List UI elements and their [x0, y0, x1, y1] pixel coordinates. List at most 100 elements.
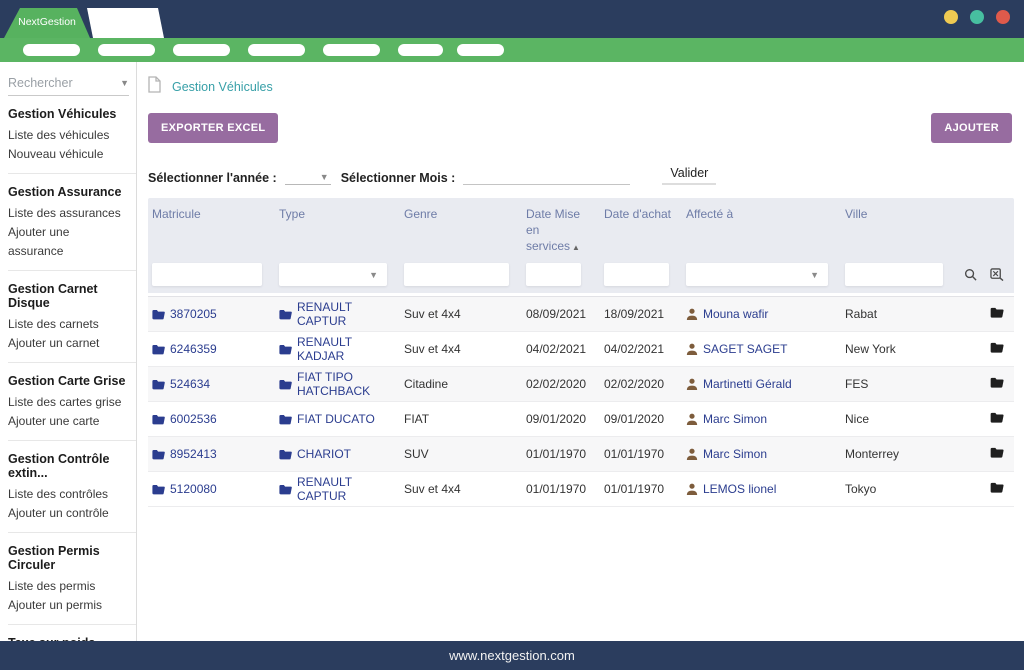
- sidebar-item[interactable]: Liste des cartes grise: [8, 395, 122, 409]
- clear-search-icon[interactable]: [990, 268, 1004, 281]
- minimize-dot-icon[interactable]: [944, 10, 958, 24]
- filter-type-select[interactable]: [279, 263, 387, 286]
- nav-placeholder-item[interactable]: [173, 44, 230, 56]
- table-header: Matricule Type Genre Date Mise en servic…: [148, 198, 1014, 293]
- footer-url[interactable]: www.nextgestion.com: [449, 648, 575, 663]
- ville-cell: FES: [845, 377, 869, 391]
- validate-button[interactable]: Valider: [662, 164, 717, 185]
- vehicle-type-link[interactable]: RENAULT CAPTUR: [297, 300, 352, 328]
- folder-icon: [279, 414, 292, 425]
- col-header-matricule[interactable]: Matricule: [152, 207, 201, 221]
- user-icon: [686, 483, 698, 495]
- search-placeholder: Rechercher: [8, 76, 73, 90]
- date-mise-cell: 01/01/1970: [526, 482, 587, 496]
- genre-cell: FIAT: [404, 412, 430, 426]
- matricule-link[interactable]: 8952413: [170, 447, 217, 461]
- assignee-link[interactable]: SAGET SAGET: [703, 342, 788, 356]
- year-select[interactable]: ▼: [284, 168, 331, 185]
- close-dot-icon[interactable]: [996, 10, 1010, 24]
- sidebar-section: Gestion Carte Grise Liste des cartes gri…: [8, 363, 136, 441]
- filter-matricule-input[interactable]: [152, 263, 262, 286]
- col-header-ville[interactable]: Ville: [845, 207, 868, 221]
- sidebar-section: Gestion Véhicules Liste des véhicules Nou…: [8, 96, 136, 174]
- vehicle-type-link[interactable]: RENAULT KADJAR: [297, 335, 352, 363]
- nav-placeholder-item[interactable]: [457, 44, 504, 56]
- vehicle-type-link[interactable]: RENAULT CAPTUR: [297, 475, 352, 503]
- matricule-link[interactable]: 6246359: [170, 342, 217, 356]
- sort-asc-icon: ▲: [572, 243, 580, 252]
- sidebar-section-title: Gestion Permis Circuler: [8, 544, 100, 572]
- matricule-link[interactable]: 6002536: [170, 412, 217, 426]
- assignee-link[interactable]: Marc Simon: [703, 412, 768, 426]
- filter-date-mise-input[interactable]: [526, 263, 581, 286]
- main-content: Gestion Véhicules EXPORTER EXCEL AJOUTER…: [137, 62, 1024, 641]
- sidebar-item[interactable]: Liste des permis: [8, 579, 96, 593]
- ville-cell: New York: [845, 342, 896, 356]
- folder-icon: [279, 449, 292, 460]
- export-excel-button[interactable]: EXPORTER EXCEL: [148, 113, 279, 143]
- filter-ville-input[interactable]: [845, 263, 943, 286]
- footer-bar: www.nextgestion.com: [0, 641, 1024, 670]
- open-folder-action-icon[interactable]: [990, 377, 1004, 391]
- sidebar-item[interactable]: Ajouter une carte: [8, 414, 100, 428]
- vehicle-type-link[interactable]: CHARIOT: [297, 447, 351, 461]
- sidebar-search-select[interactable]: Rechercher ▼: [8, 76, 129, 96]
- sidebar-item[interactable]: Nouveau véhicule: [8, 147, 104, 161]
- col-header-affecte[interactable]: Affecté à: [686, 207, 734, 221]
- filter-affecte-select[interactable]: [686, 263, 828, 286]
- nav-placeholder-item[interactable]: [98, 44, 155, 56]
- page-file-icon: [148, 76, 161, 98]
- brand-label: NextGestion: [18, 15, 76, 28]
- table-row: 3870205 RENAULT CAPTUR Suv et 4x4 08/09/…: [148, 297, 1014, 332]
- sidebar-item[interactable]: Ajouter un contrôle: [8, 506, 109, 520]
- assignee-link[interactable]: Mouna wafir: [703, 307, 769, 321]
- sidebar-section-title: Gestion Carnet Disque: [8, 282, 98, 310]
- sidebar-section: Gestion Contrôle extin... Liste des cont…: [8, 441, 136, 533]
- breadcrumb: Gestion Véhicules: [148, 76, 1024, 98]
- nav-placeholder-item[interactable]: [23, 44, 80, 56]
- brand-tab[interactable]: NextGestion: [4, 8, 90, 38]
- matricule-link[interactable]: 524634: [170, 377, 211, 391]
- sidebar-item[interactable]: Liste des carnets: [8, 317, 99, 331]
- nav-placeholder-item[interactable]: [248, 44, 305, 56]
- sidebar-section-title: Gestion Véhicules: [8, 107, 117, 121]
- open-folder-action-icon[interactable]: [990, 412, 1004, 426]
- filter-genre-input[interactable]: [404, 263, 509, 286]
- sidebar-item[interactable]: Ajouter un permis: [8, 598, 103, 612]
- date-achat-cell: 18/09/2021: [604, 307, 665, 321]
- nav-placeholder-item[interactable]: [323, 44, 380, 56]
- sidebar-item[interactable]: Ajouter une assurance: [8, 225, 70, 258]
- date-achat-cell: 04/02/2021: [604, 342, 665, 356]
- col-header-date-achat[interactable]: Date d'achat: [604, 207, 672, 221]
- open-folder-action-icon[interactable]: [990, 342, 1004, 356]
- nav-placeholder-item[interactable]: [398, 44, 443, 56]
- open-folder-action-icon[interactable]: [990, 307, 1004, 321]
- ville-cell: Nice: [845, 412, 870, 426]
- maximize-dot-icon[interactable]: [970, 10, 984, 24]
- add-button[interactable]: AJOUTER: [931, 113, 1012, 143]
- filter-date-achat-input[interactable]: [604, 263, 669, 286]
- col-header-genre[interactable]: Genre: [404, 207, 438, 221]
- folder-icon: [152, 449, 165, 460]
- sidebar-item[interactable]: Liste des contrôles: [8, 487, 109, 501]
- sidebar-item[interactable]: Ajouter un carnet: [8, 336, 100, 350]
- matricule-link[interactable]: 5120080: [170, 482, 217, 496]
- assignee-link[interactable]: Marc Simon: [703, 447, 768, 461]
- sidebar-item[interactable]: Liste des assurances: [8, 206, 121, 220]
- month-input[interactable]: [463, 168, 631, 185]
- sidebar-item[interactable]: Liste des véhicules: [8, 128, 110, 142]
- breadcrumb-label[interactable]: Gestion Véhicules: [172, 80, 273, 94]
- chevron-down-icon: ▼: [319, 172, 329, 182]
- vehicle-type-link[interactable]: FIAT DUCATO: [297, 412, 375, 426]
- open-folder-action-icon[interactable]: [990, 482, 1004, 496]
- search-icon[interactable]: [964, 268, 977, 281]
- col-header-date-mise[interactable]: Date Mise en services ▲: [526, 207, 581, 253]
- matricule-link[interactable]: 3870205: [170, 307, 217, 321]
- assignee-link[interactable]: LEMOS lionel: [703, 482, 777, 496]
- assignee-link[interactable]: Martinetti Gérald: [703, 377, 792, 391]
- open-folder-action-icon[interactable]: [990, 447, 1004, 461]
- vehicle-type-link[interactable]: FIAT TIPO HATCHBACK: [297, 370, 371, 398]
- col-header-type[interactable]: Type: [279, 207, 306, 221]
- date-mise-cell: 04/02/2021: [526, 342, 587, 356]
- secondary-tab[interactable]: [87, 8, 164, 38]
